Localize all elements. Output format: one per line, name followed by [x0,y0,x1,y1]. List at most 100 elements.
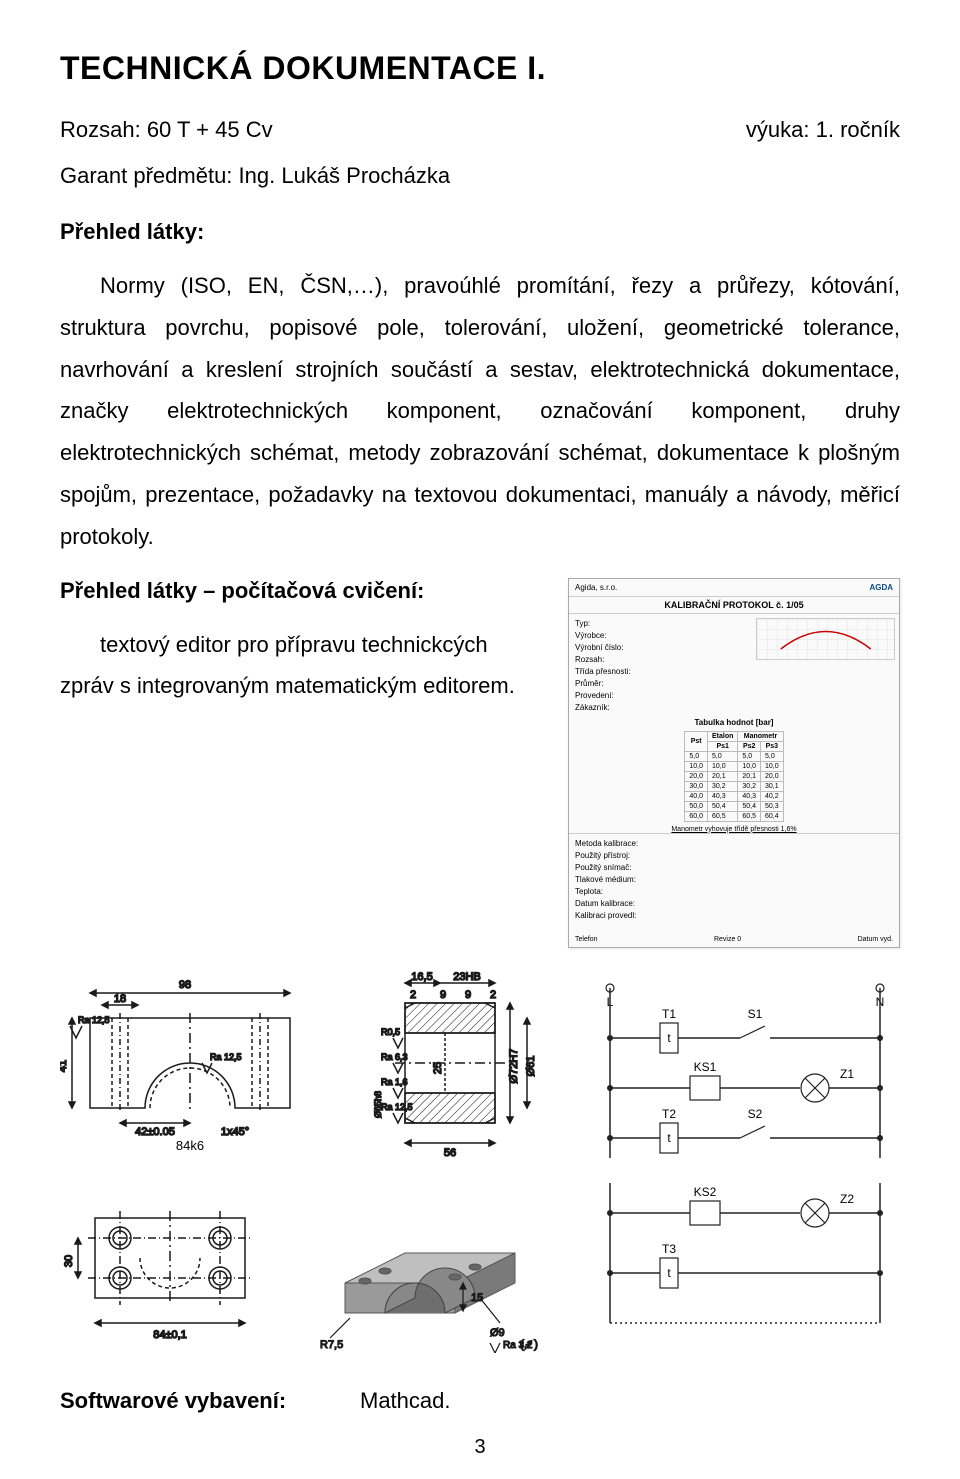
drawing-iso-bracket: R7,5 Ø9 15 Ra 3,2 (✓) [315,1183,545,1358]
svg-text:T1: T1 [662,1007,676,1021]
prehled-heading: Přehled látky: [60,219,900,245]
svg-text:R7,5: R7,5 [320,1339,343,1351]
protocol-sig-row: Telefon Revize 0 Datum vyd. [569,926,899,947]
svg-text:18: 18 [114,993,126,1005]
svg-text:KS2: KS2 [694,1185,717,1199]
svg-text:KS1: KS1 [694,1060,717,1074]
pf: Průměr: [575,678,746,690]
svg-text:98: 98 [179,979,191,991]
td: 60,0 [685,811,708,821]
svg-text:Ra 12,5: Ra 12,5 [78,1015,110,1025]
two-col-row: Přehled látky – počítačová cvičení: text… [60,578,900,948]
td: 10,0 [738,761,761,771]
td: 30,0 [685,781,708,791]
prehled-text: Normy (ISO, EN, ČSN,…), pravoúhlé promít… [60,265,900,558]
svg-text:t: t [667,1031,671,1045]
meta-row: Rozsah: 60 T + 45 Cv výuka: 1. ročník [60,117,900,143]
dim-84k6: 84k6 [60,1138,320,1153]
svg-text:t: t [667,1266,671,1280]
td: 5,0 [738,751,761,761]
pf2: Použitý přístroj: [575,850,893,862]
svg-text:Ø61: Ø61 [525,1055,537,1076]
svg-text:56: 56 [444,1147,456,1158]
protocol-title: KALIBRAČNÍ PROTOKOL č. 1/05 [569,597,899,614]
th: Ps2 [738,741,761,751]
prehled2-heading: Přehled látky – počítačová cvičení: [60,578,558,604]
drawing-arch-front: 98 18 Ra 12,5 41 42±0.05 1x45° [60,968,320,1163]
protocol-chart [752,614,900,718]
td: 50,3 [761,801,784,811]
protocol-logo: AGDA [869,583,893,592]
pf: Rozsah: [575,654,746,666]
td: 40,3 [738,791,761,801]
protocol-footer-fields: Metoda kalibrace: Použitý přístroj: Použ… [569,833,899,926]
software-value: Mathcad. [360,1388,451,1414]
svg-text:S1: S1 [748,1007,763,1021]
svg-text:T2: T2 [662,1107,676,1121]
th: Pst [685,731,708,751]
pf: Typ: [575,618,746,630]
svg-text:30: 30 [63,1254,75,1266]
svg-text:2: 2 [410,989,416,1001]
garant-label: Garant předmětu: Ing. Lukáš Procházka [60,163,900,189]
pf2: Teplota: [575,886,893,898]
td: 20,1 [738,771,761,781]
td: 40,2 [761,791,784,801]
td: 40,0 [685,791,708,801]
protocol-table: Pst Etalon Manometr Ps1 Ps2 Ps3 5,05,05,… [684,731,783,822]
td: 50,0 [685,801,708,811]
pf2: Použitý snímač: [575,862,893,874]
td: 30,1 [761,781,784,791]
td: 20,1 [707,771,737,781]
td: 10,0 [761,761,784,771]
th: Etalon [707,731,737,741]
td: 20,0 [761,771,784,781]
protocol-footer-note: Manometr vyhovuje třídě přesnosti 1,6% [569,826,899,833]
protocol-company: Agida, s.r.o. [575,583,617,592]
td: 60,4 [761,811,784,821]
schematic-bottom: KS2 Z2 T3 t [590,1183,900,1358]
td: 50,4 [738,801,761,811]
td: 5,0 [707,751,737,761]
protocol-body: Typ: Výrobce: Výrobní číslo: Rozsah: Tří… [569,614,899,718]
vyuka-label: výuka: 1. ročník [746,117,900,143]
drawing-ring-section: 16,5 23HB 2 9 9 2 Ø72H7 Ø61 [345,968,565,1163]
svg-text:41: 41 [60,1059,69,1071]
svg-text:(✓): (✓) [520,1337,538,1351]
table-caption: Tabulka hodnot [bar] [569,718,899,727]
svg-text:Ø9: Ø9 [490,1327,505,1339]
svg-text:84±0,1: 84±0,1 [153,1329,187,1341]
drawings-row-top: 98 18 Ra 12,5 41 42±0.05 1x45° [60,968,900,1163]
left-col: Přehled látky – počítačová cvičení: text… [60,578,558,948]
svg-text:Ø72H7: Ø72H7 [508,1048,520,1083]
drawing-plate-top: 30 84±0,1 [60,1183,270,1358]
svg-text:42±0.05: 42±0.05 [135,1126,175,1138]
chart-curve-icon [757,619,895,659]
th: Ps3 [761,741,784,751]
pf2: Tlakové médium: [575,874,893,886]
svg-text:Ra 12,5: Ra 12,5 [210,1052,242,1062]
prehled2-line2: zpráv s integrovaným matematickým editor… [60,665,558,707]
th: Ps1 [707,741,737,751]
svg-text:Z2: Z2 [840,1192,854,1206]
pf: Zákazník: [575,702,746,714]
td: 50,4 [707,801,737,811]
td: 20,0 [685,771,708,781]
svg-text:Ra 6,3: Ra 6,3 [381,1052,408,1062]
software-row: Softwarové vybavení: Mathcad. [60,1388,900,1414]
svg-text:23HB: 23HB [453,971,481,983]
pf: Výrobní číslo: [575,642,746,654]
protocol-fields: Typ: Výrobce: Výrobní číslo: Rozsah: Tří… [569,614,752,718]
td: 10,0 [685,761,708,771]
td: 10,0 [707,761,737,771]
svg-text:2: 2 [490,989,496,1001]
rozsah-label: Rozsah: 60 T + 45 Cv [60,117,273,143]
software-label: Softwarové vybavení: [60,1388,360,1414]
svg-text:9: 9 [440,989,446,1001]
pf: Výrobce: [575,630,746,642]
protocol-sheet: Agida, s.r.o. AGDA KALIBRAČNÍ PROTOKOL č… [568,578,900,948]
pf2: Datum kalibrace: [575,898,893,910]
svg-text:9: 9 [465,989,471,1001]
svg-text:Ra 1,6: Ra 1,6 [381,1077,408,1087]
td: 60,5 [707,811,737,821]
